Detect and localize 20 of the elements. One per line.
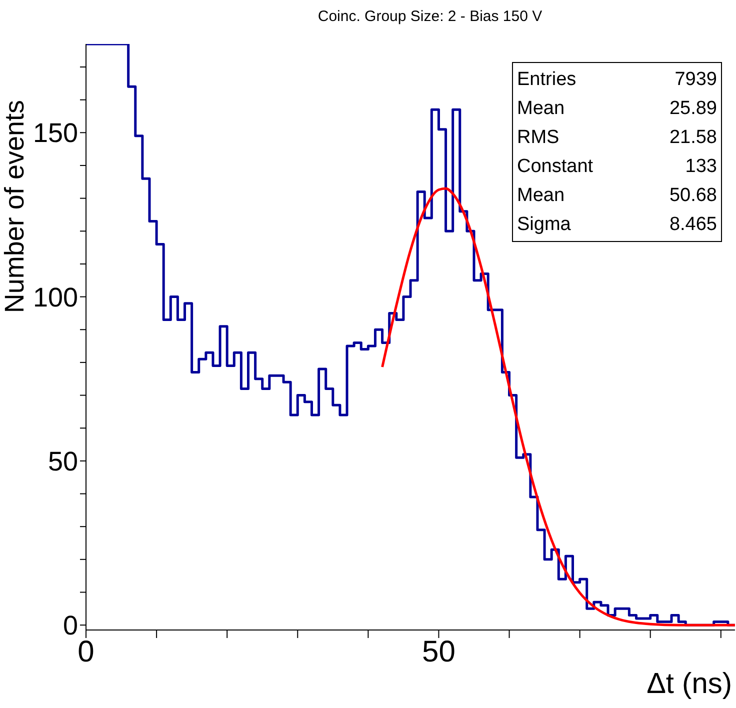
- annotation: Constant: [517, 155, 594, 179]
- y-axis-title: Number of events: [0, 100, 30, 314]
- y-tick-label: 150: [32, 118, 78, 148]
- y-tick-label: 0: [62, 610, 78, 641]
- annotation: 133: [685, 155, 717, 179]
- annotation: 7939: [674, 68, 717, 92]
- y-tick-label: 100: [32, 282, 78, 312]
- annotation: Mean: [517, 184, 565, 208]
- annotation: 8.465: [669, 213, 717, 237]
- y-tick-label: 50: [48, 446, 78, 477]
- annotation: Entries: [517, 68, 576, 92]
- annotation: RMS: [517, 126, 560, 150]
- annotation: 21.58: [669, 126, 717, 150]
- annotation: 25.89: [669, 97, 717, 121]
- chart-title: Coinc. Group Size: 2 - Bias 150 V: [316, 8, 544, 25]
- annotation: 50.68: [669, 184, 717, 208]
- annotation: Mean: [517, 97, 565, 121]
- line-series: [381, 187, 735, 626]
- x-axis-title: Δt (ns): [646, 668, 732, 701]
- annotation: Sigma: [517, 213, 571, 237]
